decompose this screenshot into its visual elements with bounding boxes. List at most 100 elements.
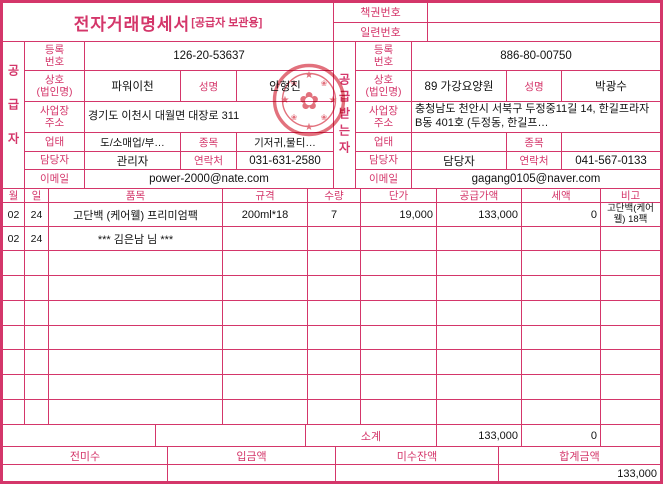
supplier-contact-value: 031-631-2580 (249, 154, 321, 167)
buyer-ceo-value: 박광수 (595, 81, 627, 93)
supplier-contact-label: 연락처 (180, 152, 237, 169)
supplier-manager-label: 담당자 (25, 152, 85, 169)
supplier-block: 공급자 등록 번호 126-20-53637 상호 (법인명) 파워이천 성명 … (3, 42, 334, 188)
supplier-manager-value: 관리자 (116, 155, 149, 168)
buyer-manager-label: 담당자 (356, 152, 412, 169)
unpaid-balance-label: 미수잔액 (336, 447, 499, 464)
supplier-email-label: 이메일 (25, 170, 85, 188)
buyer-reg-label: 등록 번호 (356, 42, 412, 70)
supplier-company-label: 상호 (법인명) (25, 71, 85, 101)
col-day: 일 (25, 189, 49, 202)
buyer-contact-label: 연락처 (506, 152, 562, 169)
item-note (601, 227, 660, 250)
empty-item-row (3, 251, 660, 276)
buyer-address-value: 충청남도 천안시 서북구 두정중11길 14, 한길프라자 B동 401호 (두… (415, 103, 650, 129)
buyer-email-label: 이메일 (356, 170, 412, 188)
prev-unpaid-label: 전미수 (3, 447, 168, 464)
subtotal-label: 소계 (306, 425, 437, 446)
item-supply-amount: 133,000 (437, 203, 522, 226)
empty-item-row (3, 350, 660, 376)
empty-item-row (3, 375, 660, 401)
empty-item-row (3, 325, 660, 351)
book-number-value (428, 3, 660, 22)
item-month: 02 (3, 227, 25, 250)
col-note: 비고 (620, 190, 641, 202)
item-day: 24 (25, 203, 49, 226)
buyer-reg-value: 886-80-00750 (500, 50, 572, 62)
supplier-bizitem-label: 종목 (180, 133, 237, 151)
title-text: 전자거래명세서 (73, 14, 191, 34)
item-name: 고단백 (케어웰) 프리미엄팩 (49, 203, 223, 226)
buyer-email-value: gagang0105@naver.com (471, 173, 601, 185)
col-unit-price: 단가 (361, 189, 437, 202)
buyer-side-label: 공급받는자 (334, 42, 356, 188)
subtotal-note (601, 425, 660, 446)
supplier-biztype-value: 도/소매업/부… (100, 136, 165, 149)
item-qty (308, 227, 361, 250)
supplier-side-label: 공급자 (3, 42, 25, 188)
buyer-bizitem-label: 종목 (506, 133, 562, 151)
supplier-address-value: 경기도 이천시 대월면 대장로 311 (88, 110, 240, 123)
deposit-label: 입금액 (168, 447, 336, 464)
serial-number-label: 일련번호 (334, 22, 428, 41)
item-note: 고단백(케어웰) 18팩 (607, 203, 654, 225)
item-supply-amount (437, 227, 522, 250)
item-tax (522, 227, 601, 250)
buyer-ceo-label: 성명 (506, 71, 562, 101)
items-table: 월 일 품목 규격 수량 단가 공급가액 세액 비고 02 24 고단백 (케어… (3, 189, 660, 426)
empty-item-row (3, 275, 660, 301)
subtotal-tax: 0 (522, 425, 601, 446)
prev-unpaid-value (3, 465, 168, 481)
col-spec: 규격 (223, 189, 308, 202)
book-number-label: 책권번호 (334, 3, 428, 22)
supplier-reg-value: 126-20-53637 (173, 50, 245, 62)
item-row: 02 24 *** 김은남 님 *** (3, 227, 660, 251)
col-month: 월 (3, 189, 25, 202)
buyer-block: 공급받는자 등록 번호 886-80-00750 상호 (법인명) 89 가강요… (334, 42, 660, 188)
supplier-reg-label: 등록 번호 (25, 42, 85, 70)
empty-item-row (3, 400, 660, 426)
document-numbers: 책권번호 일련번호 (334, 3, 660, 41)
supplier-bizitem-value: 기저귀,물티… (254, 136, 316, 149)
col-item: 품목 (49, 189, 223, 202)
buyer-address-label: 사업장 주소 (356, 102, 412, 132)
buyer-bizitem-value (562, 133, 660, 151)
total-amount-value: 133,000 (617, 468, 657, 480)
buyer-biztype-value (412, 133, 506, 151)
empty-item-row (3, 300, 660, 326)
item-tax: 0 (522, 203, 601, 226)
serial-number-value (428, 23, 660, 42)
item-spec: 200ml*18 (223, 203, 308, 226)
supplier-biztype-label: 업태 (25, 133, 85, 151)
subtotal-row: 소계 133,000 0 (3, 425, 660, 447)
buyer-company-value: 89 가강요양원 (424, 81, 494, 93)
parties-section: 공급자 등록 번호 126-20-53637 상호 (법인명) 파워이천 성명 … (3, 42, 660, 189)
buyer-contact-value: 041-567-0133 (575, 154, 647, 167)
item-name: *** 김은남 님 *** (49, 227, 223, 250)
supplier-address-label: 사업장 주소 (25, 102, 85, 132)
form-header: 전자거래명세서 [공급자 보관용] 책권번호 일련번호 (3, 3, 660, 42)
subtotal-supply-amount: 133,000 (437, 425, 522, 446)
item-qty: 7 (308, 203, 361, 226)
items-header-row: 월 일 품목 규격 수량 단가 공급가액 세액 비고 (3, 189, 660, 203)
supplier-email-value: power-2000@nate.com (149, 173, 269, 185)
col-tax: 세액 (522, 189, 601, 202)
item-day: 24 (25, 227, 49, 250)
serial-number-row: 일련번호 (334, 22, 660, 42)
buyer-biztype-label: 업태 (356, 133, 412, 151)
buyer-manager-value: 담당자 (443, 155, 475, 168)
col-supply-amount: 공급가액 (437, 189, 522, 202)
item-unit-price (361, 227, 437, 250)
unpaid-balance-value (336, 465, 499, 481)
title-copy-type: [공급자 보관용] (191, 17, 263, 29)
supplier-ceo-value: 안형진 (269, 81, 301, 93)
col-qty: 수량 (308, 189, 361, 202)
buyer-company-label: 상호 (법인명) (356, 71, 412, 101)
deposit-value (168, 465, 336, 481)
total-amount-label: 합계금액 (559, 450, 600, 463)
item-spec (223, 227, 308, 250)
summary-values-row: 133,000 (3, 465, 660, 481)
item-row: 02 24 고단백 (케어웰) 프리미엄팩 200ml*18 7 19,000 … (3, 203, 660, 227)
item-month: 02 (3, 203, 25, 226)
